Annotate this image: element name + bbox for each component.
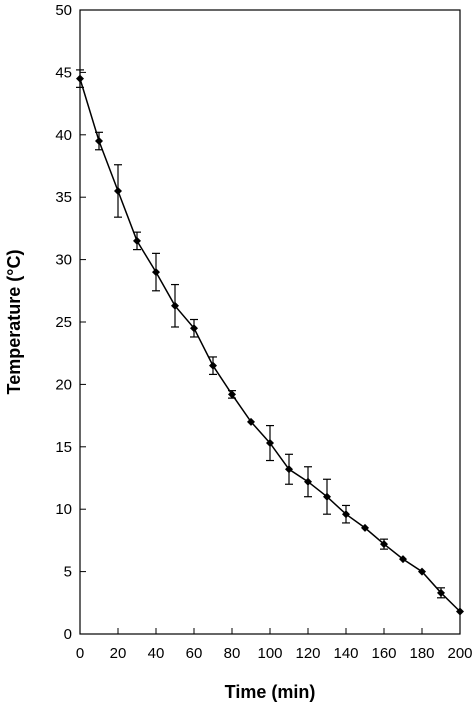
y-axis-title: Temperature (°C) [4, 250, 24, 395]
y-tick-label: 25 [55, 314, 72, 331]
data-point-marker [171, 301, 179, 310]
data-point-marker [228, 390, 236, 399]
x-tick-label: 0 [76, 645, 84, 662]
data-point-marker [114, 186, 122, 195]
x-tick-label: 40 [148, 645, 165, 662]
y-tick-label: 20 [55, 376, 72, 393]
y-tick-label: 10 [55, 501, 72, 518]
y-tick-label: 30 [55, 252, 72, 269]
data-point-marker [190, 324, 198, 333]
x-tick-label: 100 [257, 645, 282, 662]
y-tick-label: 35 [55, 189, 72, 206]
data-point-marker [418, 567, 426, 576]
axis-ticks: 0 5 10 15 20 25 30 35 40 45 50 0 20 40 60 80 100 120 140 16… [55, 2, 472, 662]
y-tick-label: 0 [64, 626, 72, 643]
x-tick-label: 80 [224, 645, 241, 662]
data-point-marker [399, 555, 407, 564]
y-tick-label: 5 [64, 564, 72, 581]
data-point-marker [76, 74, 84, 83]
data-point-marker [361, 523, 369, 532]
data-point-marker [456, 607, 464, 616]
y-tick-label: 50 [55, 2, 72, 19]
data-point-marker [285, 465, 293, 474]
y-tick-label: 15 [55, 439, 72, 456]
x-tick-label: 20 [110, 645, 127, 662]
data-point-marker [304, 477, 312, 486]
data-point-marker [209, 361, 217, 370]
y-tick-label: 45 [55, 64, 72, 81]
data-point-marker [247, 417, 255, 426]
data-point-marker [266, 439, 274, 448]
y-tick-label: 40 [55, 127, 72, 144]
data-point-marker [323, 492, 331, 501]
data-point-marker [95, 137, 103, 146]
data-point-marker [342, 510, 350, 519]
series-line [79, 78, 461, 613]
data-point-marker [133, 236, 141, 245]
x-tick-label: 180 [409, 645, 434, 662]
data-point-marker [437, 588, 445, 597]
x-axis-title: Time (min) [225, 682, 316, 702]
x-tick-label: 200 [447, 645, 472, 662]
data-series [76, 69, 464, 616]
x-tick-label: 140 [333, 645, 358, 662]
data-point-marker [380, 540, 388, 549]
plot-frame [79, 9, 461, 635]
data-point-marker [152, 268, 160, 277]
x-tick-label: 160 [371, 645, 396, 662]
x-tick-label: 120 [295, 645, 320, 662]
x-tick-label: 60 [186, 645, 203, 662]
